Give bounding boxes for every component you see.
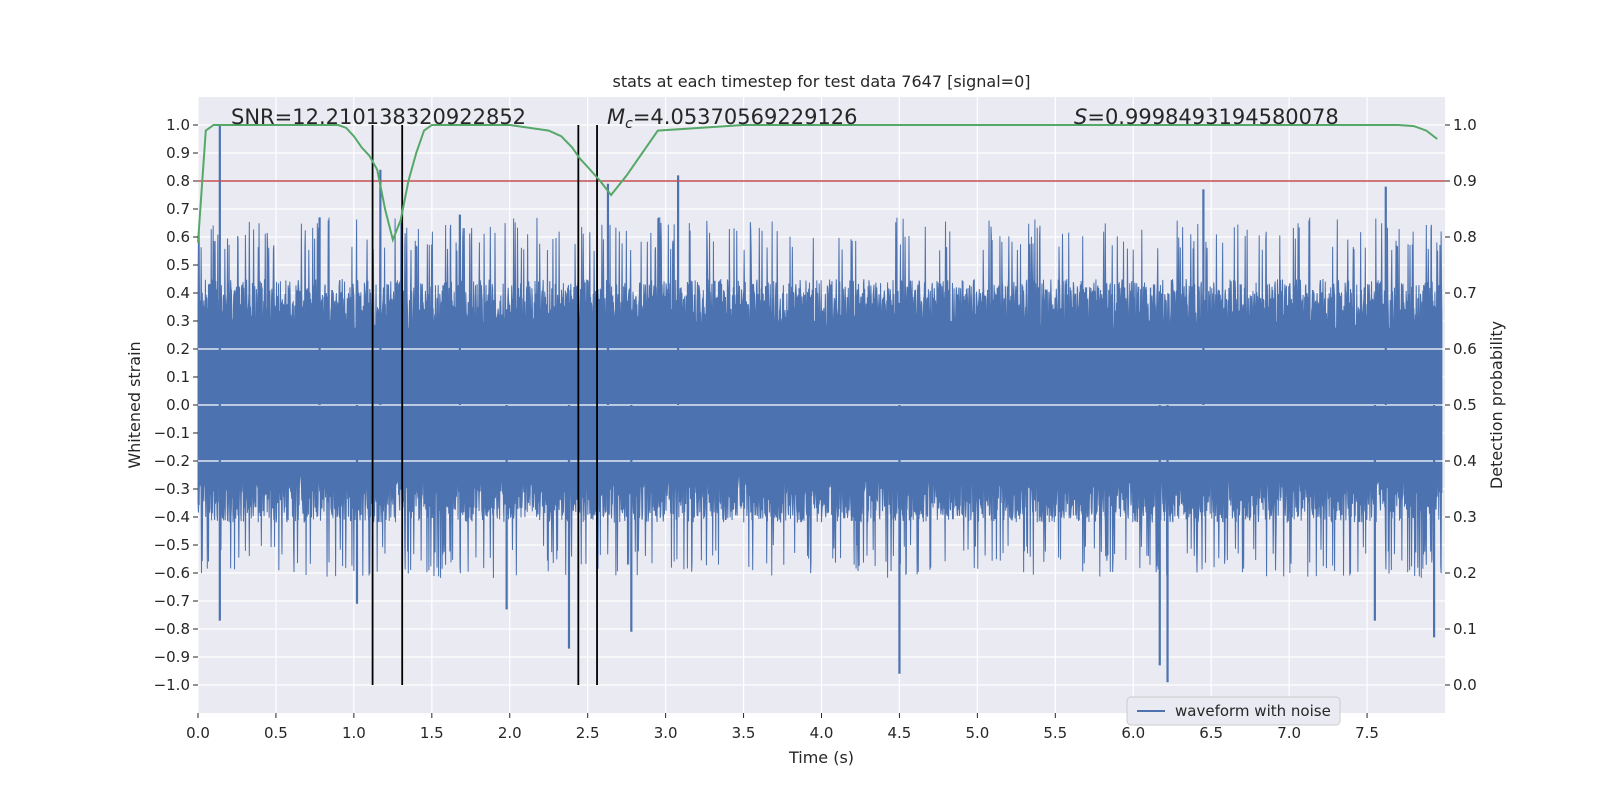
y-tick-label: 0.9 (166, 144, 190, 162)
vertical-marker-layer (371, 125, 598, 685)
y2-tick-label: 1.0 (1453, 116, 1477, 134)
y-tick-label: −0.9 (154, 648, 190, 666)
snr-annotation: SNR=12.210138320922852 (231, 105, 526, 129)
waveform-with-noise-series (197, 125, 1445, 683)
y-tick-label: 0.0 (166, 396, 190, 414)
y-tick-label: 0.4 (166, 284, 190, 302)
chirp-mass-annotation: Mc=4.05370569229126 (607, 105, 858, 132)
y-tick-label: 0.6 (166, 228, 190, 246)
x-tick-label: 0.5 (264, 724, 288, 742)
y2-tick-label: 0.3 (1453, 508, 1477, 526)
y2-tick-label: 0.4 (1453, 452, 1477, 470)
detection-probability-layer (197, 124, 1438, 244)
y-tick-label: −0.4 (154, 508, 190, 526)
y2-tick-label: 0.9 (1453, 172, 1477, 190)
y-tick-label: −1.0 (154, 676, 190, 694)
s-symbol: S (1074, 105, 1087, 129)
x-tick-label: 5.0 (965, 724, 989, 742)
y-tick-labels: 1.0 0.9 0.8 0.7 0.6 0.5 0.4 0.3 0.2 0.1 0.0 −0.1 −0.… (154, 116, 198, 694)
x-tick-label: 1.5 (420, 724, 444, 742)
s-value: =0.9998493194580078 (1087, 105, 1338, 129)
x-tick-label: 6.5 (1199, 724, 1223, 742)
y-tick-label: 1.0 (166, 116, 190, 134)
x-tick-label: 3.0 (654, 724, 678, 742)
y2-tick-label: 0.7 (1453, 284, 1477, 302)
y-tick-label: 0.1 (166, 368, 190, 386)
y-tick-label: 0.5 (166, 256, 190, 274)
x-tick-label: 4.5 (888, 724, 912, 742)
s-annotation: S=0.9998493194580078 (1074, 105, 1339, 129)
y-tick-label: −0.7 (154, 592, 190, 610)
mc-subscript: c (625, 116, 633, 132)
y2-tick-label: 0.6 (1453, 340, 1477, 358)
y2-tick-label: 0.8 (1453, 228, 1477, 246)
y-tick-label: −0.6 (154, 564, 190, 582)
mc-value: =4.05370569229126 (633, 105, 858, 129)
y-tick-label: −0.1 (154, 424, 190, 442)
y-tick-label: −0.5 (154, 536, 190, 554)
x-tick-label: 2.0 (498, 724, 522, 742)
x-tick-labels: 0.0 0.5 1.0 1.5 2.0 2.5 3.0 3.5 4.0 4.5 5.0 5.5 6.0 6… (186, 713, 1379, 742)
x-tick-label: 2.5 (576, 724, 600, 742)
x-tick-label: 5.5 (1043, 724, 1067, 742)
y-axis-label: Whitened strain (125, 341, 144, 468)
y2-tick-labels: 1.0 0.9 0.8 0.7 0.6 0.5 0.4 0.3 0.2 0.1 0.0 (1445, 116, 1477, 694)
chart-title: stats at each timestep for test data 764… (612, 72, 1030, 91)
legend-label-waveform: waveform with noise (1175, 702, 1331, 720)
mc-symbol: M (607, 105, 625, 129)
x-tick-label: 1.0 (342, 724, 366, 742)
x-tick-label: 3.5 (732, 724, 756, 742)
x-tick-label: 4.0 (810, 724, 834, 742)
x-tick-label: 7.0 (1277, 724, 1301, 742)
y-tick-label: 0.2 (166, 340, 190, 358)
y-tick-label: −0.2 (154, 452, 190, 470)
y2-tick-label: 0.5 (1453, 396, 1477, 414)
y-tick-label: 0.8 (166, 172, 190, 190)
y2-tick-label: 0.1 (1453, 620, 1477, 638)
legend: waveform with noise (1126, 696, 1341, 726)
x-tick-label: 0.0 (186, 724, 210, 742)
x-tick-label: 7.5 (1355, 724, 1379, 742)
y2-tick-label: 0.0 (1453, 676, 1477, 694)
y2-tick-label: 0.2 (1453, 564, 1477, 582)
y-tick-label: 0.3 (166, 312, 190, 330)
y-tick-label: 0.7 (166, 200, 190, 218)
legend-box (1126, 696, 1341, 726)
y-tick-label: −0.8 (154, 620, 190, 638)
y2-axis-label: Detection probability (1487, 321, 1506, 489)
x-axis-label: Time (s) (788, 748, 854, 767)
detection-probability-line (197, 124, 1438, 244)
y-tick-label: −0.3 (154, 480, 190, 498)
x-tick-label: 6.0 (1121, 724, 1145, 742)
